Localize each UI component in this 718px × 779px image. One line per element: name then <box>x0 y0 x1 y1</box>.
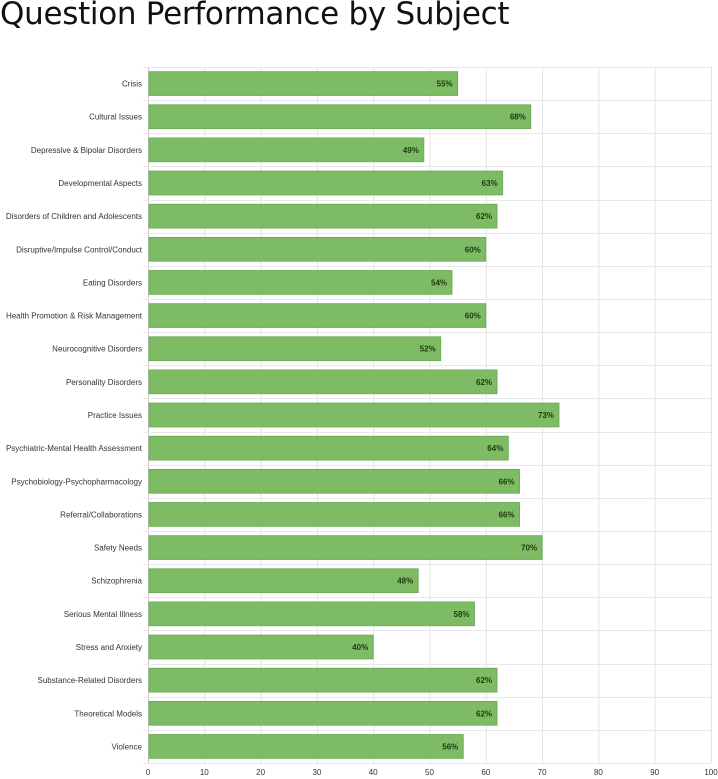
category-label: Theoretical Models <box>74 709 142 718</box>
bar <box>148 71 459 96</box>
category-label: Eating Disorders <box>83 278 142 287</box>
bar <box>148 734 464 759</box>
data-label: 54% <box>431 278 447 287</box>
data-label: 64% <box>487 444 503 453</box>
bar <box>148 104 532 130</box>
data-label: 66% <box>499 477 515 486</box>
bar <box>148 402 560 428</box>
category-label: Stress and Anxiety <box>76 643 142 652</box>
data-label: 48% <box>397 577 413 586</box>
bar <box>148 137 425 163</box>
data-label: 68% <box>510 113 526 122</box>
category-label: Psychobiology-Psychopharmacology <box>11 477 142 486</box>
data-label: 60% <box>465 312 481 321</box>
chart-title: Question Performance by Subject <box>0 0 510 32</box>
x-tick-label: 60 <box>481 768 490 777</box>
data-label: 70% <box>521 544 537 553</box>
data-label: 63% <box>482 179 498 188</box>
category-label: Practice Issues <box>88 411 142 420</box>
data-label: 56% <box>442 742 458 751</box>
bar <box>148 303 487 328</box>
bar <box>148 369 498 395</box>
category-label: Psychiatric-Mental Health Assessment <box>6 444 143 453</box>
data-label: 55% <box>437 80 453 89</box>
bar <box>148 236 487 262</box>
x-tick-label: 90 <box>650 768 659 777</box>
bar <box>148 170 504 196</box>
category-label: Crisis <box>122 80 142 89</box>
x-tick-label: 20 <box>256 768 265 777</box>
bar <box>148 568 419 594</box>
category-label: Disorders of Children and Adolescents <box>6 212 142 221</box>
x-tick-label: 100 <box>704 768 718 777</box>
data-label: 52% <box>420 345 436 354</box>
data-label: 62% <box>476 378 492 387</box>
category-label: Serious Mental Illness <box>64 610 142 619</box>
data-label: 49% <box>403 146 419 155</box>
data-label: 73% <box>538 411 554 420</box>
bar <box>148 502 520 527</box>
category-label: Developmental Aspects <box>58 179 142 188</box>
category-labels: Crisis Cultural Issues Depressive & Bipola… <box>6 80 143 752</box>
x-tick-label: 80 <box>594 768 603 777</box>
x-tick-label: 40 <box>369 768 378 777</box>
data-label: 40% <box>352 643 368 652</box>
bar <box>148 435 509 461</box>
data-label: 62% <box>476 709 492 718</box>
data-label: 62% <box>476 212 492 221</box>
data-label: 62% <box>476 676 492 685</box>
category-label: Cultural Issues <box>89 113 142 122</box>
category-label: Referral/Collaborations <box>60 510 142 519</box>
x-tick-label: 50 <box>425 768 434 777</box>
bar <box>148 634 374 660</box>
category-label: Disruptive/Impulse Control/Conduct <box>16 245 143 254</box>
category-label: Violence <box>111 742 142 751</box>
category-label: Depressive & Bipolar Disorders <box>31 146 142 155</box>
x-tick-label: 10 <box>200 768 209 777</box>
category-label: Neurocognitive Disorders <box>52 345 142 354</box>
data-label: 58% <box>454 610 470 619</box>
bar <box>148 336 442 362</box>
bar <box>148 667 498 693</box>
bars: 55% 68% 49% 63% 62% 60% 54% 60% 52% 62% 73% 64% 66% 6… <box>148 71 560 759</box>
x-tick-label: 0 <box>146 768 151 777</box>
bar <box>148 601 475 627</box>
data-label: 60% <box>465 245 481 254</box>
category-label: Safety Needs <box>94 544 142 553</box>
category-label: Personality Disorders <box>66 378 142 387</box>
data-label: 66% <box>499 510 515 519</box>
x-tick-label: 70 <box>538 768 547 777</box>
category-label: Substance-Related Disorders <box>38 676 143 685</box>
bar <box>148 535 543 560</box>
x-axis-ticks: 0 10 20 30 40 50 60 70 80 90 100 <box>146 768 718 777</box>
category-label: Health Promotion & Risk Management <box>6 312 143 321</box>
bar <box>148 203 498 229</box>
bar <box>148 468 520 494</box>
category-label: Schizophrenia <box>91 577 142 586</box>
bar <box>148 700 498 726</box>
bar <box>148 270 453 295</box>
x-tick-label: 30 <box>312 768 321 777</box>
